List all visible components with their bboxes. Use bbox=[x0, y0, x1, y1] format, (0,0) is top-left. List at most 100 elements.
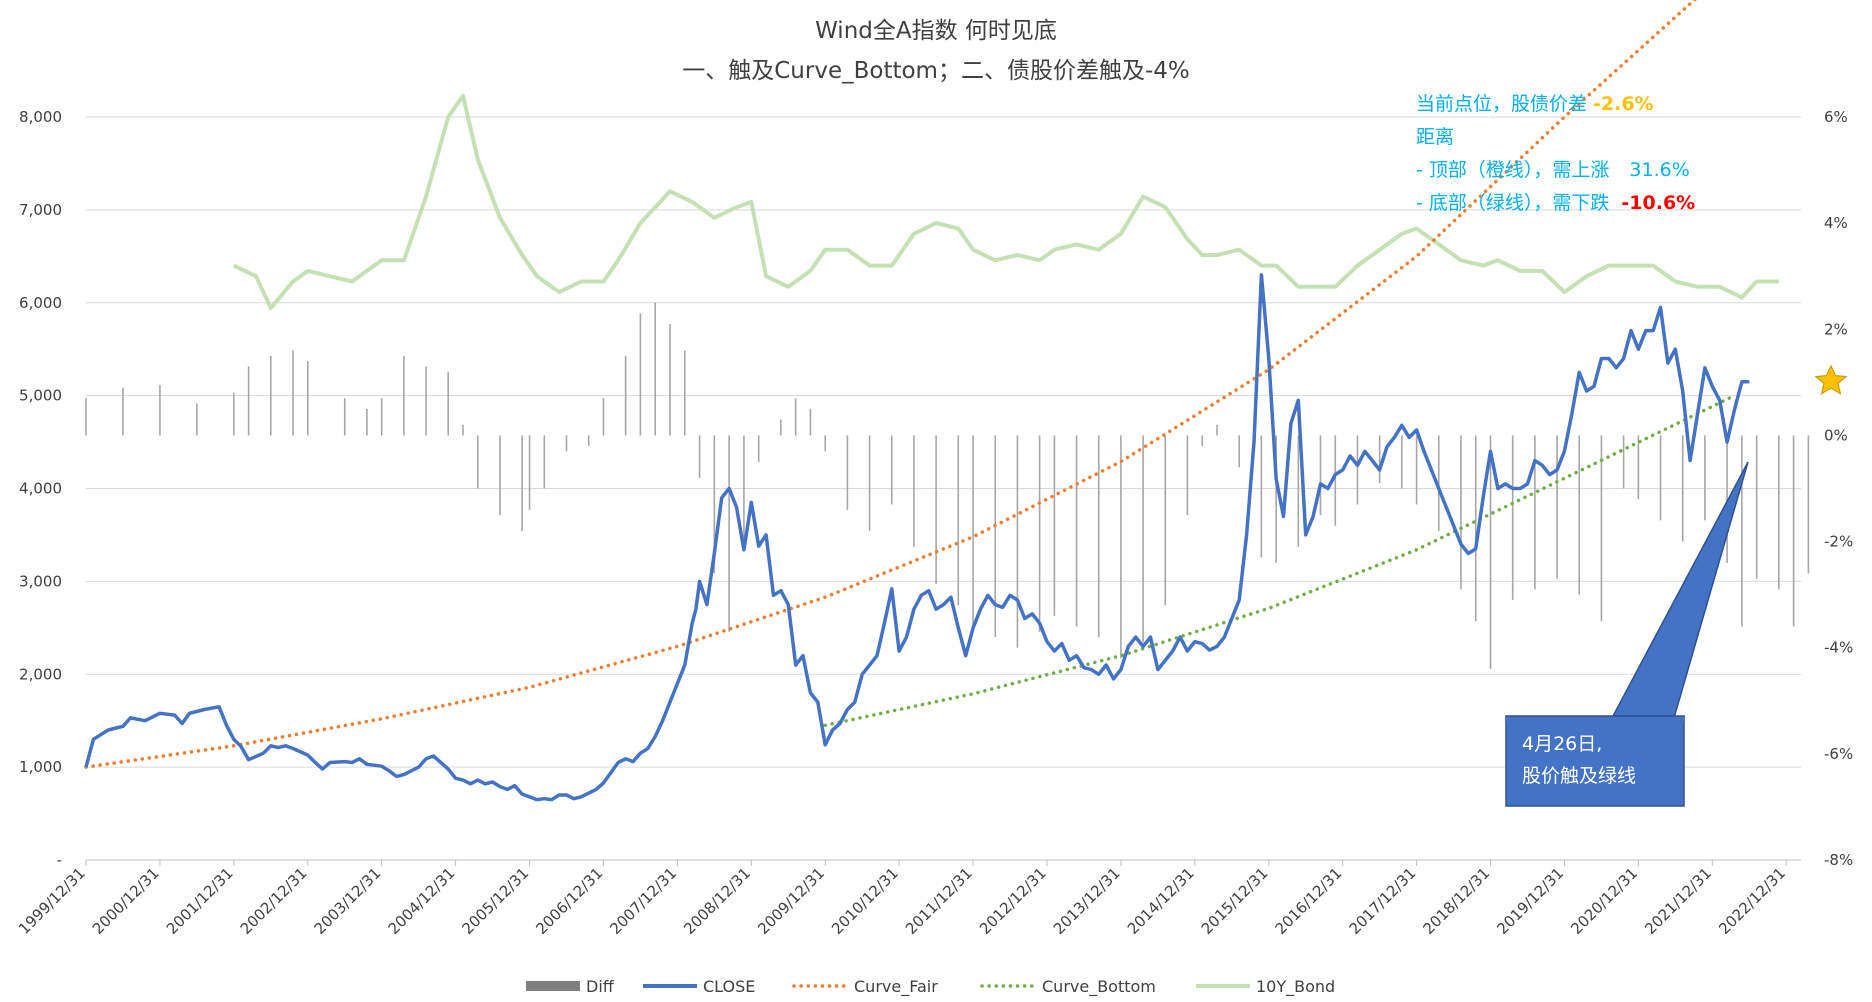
curve-fair-series-line bbox=[84, 0, 1697, 769]
diff-bar bbox=[425, 366, 427, 436]
diff-bar bbox=[1460, 435, 1462, 590]
diff-bar bbox=[698, 435, 701, 478]
diff-bar bbox=[602, 398, 605, 436]
diff-bar bbox=[403, 355, 405, 436]
diff-bar bbox=[1511, 435, 1514, 600]
diff-bar bbox=[1755, 435, 1758, 579]
y-left-tick-label: 7,000 bbox=[19, 201, 62, 219]
info-line3-label: - 顶部（橙线），需上涨 bbox=[1416, 159, 1609, 181]
diff-bar bbox=[794, 398, 797, 436]
x-tick-label: 2009/12/31 bbox=[754, 864, 828, 938]
diff-bar bbox=[728, 435, 730, 632]
x-tick-label: 1999/12/31 bbox=[15, 864, 89, 938]
diff-bar bbox=[994, 435, 997, 638]
x-tick-label: 2014/12/31 bbox=[1124, 864, 1198, 938]
y-left-tick-label: 8,000 bbox=[19, 108, 62, 126]
diff-bar bbox=[196, 403, 198, 436]
diff-bar bbox=[669, 323, 671, 436]
diff-bar bbox=[713, 435, 716, 574]
legend-label: Diff bbox=[586, 977, 615, 996]
diff-bar bbox=[462, 424, 464, 436]
legend-swatch-diff bbox=[526, 981, 580, 991]
x-tick-label: 2005/12/31 bbox=[458, 864, 532, 938]
diff-bar bbox=[499, 435, 501, 516]
diff-bar bbox=[913, 435, 915, 547]
diff-bar bbox=[366, 408, 368, 436]
diff-bar bbox=[159, 385, 161, 436]
x-tick-label: 2011/12/31 bbox=[902, 864, 976, 938]
y-left-tick-label: 4,000 bbox=[19, 480, 62, 498]
x-tick-label: 2018/12/31 bbox=[1419, 864, 1493, 938]
legend-label: Curve_Fair bbox=[854, 977, 938, 997]
legend-label: Curve_Bottom bbox=[1042, 977, 1156, 997]
diff-bar bbox=[587, 435, 590, 447]
diff-bar bbox=[247, 366, 250, 436]
chart-subtitle: 一、触及Curve_Bottom；二、债股价差触及-4% bbox=[682, 58, 1190, 84]
diff-bar bbox=[1038, 435, 1041, 632]
diff-bar bbox=[683, 350, 686, 436]
diff-bar bbox=[743, 435, 745, 542]
x-tick-label: 2000/12/31 bbox=[89, 864, 163, 938]
x-tick-label: 2020/12/31 bbox=[1567, 864, 1641, 938]
diff-bar bbox=[447, 371, 450, 436]
x-tick-label: 2022/12/31 bbox=[1715, 864, 1789, 938]
diff-bar bbox=[521, 435, 523, 531]
y-left-tick-label: 1,000 bbox=[19, 758, 62, 776]
x-tick-label: 2007/12/31 bbox=[606, 864, 680, 938]
info-line3-value: 31.6% bbox=[1629, 159, 1689, 181]
y-right-tick-label: -2% bbox=[1824, 533, 1853, 551]
chart-title: Wind全A指数 何时见底 bbox=[815, 18, 1057, 44]
diff-bar bbox=[270, 355, 272, 436]
legend-label: 10Y_Bond bbox=[1256, 977, 1335, 997]
curve-bottom-series-line bbox=[823, 393, 1737, 728]
diff-bar bbox=[1741, 435, 1743, 627]
diff-bar bbox=[654, 302, 657, 436]
diff-bar bbox=[1622, 435, 1625, 489]
diff-bar bbox=[1681, 435, 1684, 542]
info-line1-label: 当前点位，股债价差 bbox=[1416, 93, 1587, 115]
gridlines bbox=[86, 116, 1801, 861]
x-tick-label: 2003/12/31 bbox=[311, 864, 385, 938]
diff-bar bbox=[1807, 435, 1810, 574]
info-line2: 距离 bbox=[1416, 126, 1454, 148]
x-tick-label: 2002/12/31 bbox=[237, 864, 311, 938]
diff-bar bbox=[972, 435, 974, 627]
y-left-tick-label: - bbox=[57, 851, 62, 869]
diff-bar bbox=[757, 435, 760, 462]
x-tick-label: 2013/12/31 bbox=[1050, 864, 1124, 938]
callout: 4月26日, 股价触及绿线 bbox=[1505, 461, 1749, 807]
svg-text:- 底部（绿线），需下跌-10.6%: - 底部（绿线），需下跌 -10.6% bbox=[1416, 192, 1695, 214]
diff-bar bbox=[1778, 435, 1780, 590]
diff-bar bbox=[528, 435, 531, 510]
diff-bar bbox=[935, 435, 937, 585]
diff-bar bbox=[1378, 435, 1381, 484]
y-right-tick-label: 6% bbox=[1824, 108, 1848, 126]
y-right-tick-label: 0% bbox=[1824, 426, 1848, 444]
y-left-tick-label: 3,000 bbox=[19, 572, 62, 590]
diff-bar bbox=[957, 435, 960, 606]
diff-bar bbox=[1186, 435, 1189, 516]
x-tick-label: 2015/12/31 bbox=[1198, 864, 1272, 938]
y-right-tick-label: -8% bbox=[1824, 851, 1853, 869]
callout-line2: 股价触及绿线 bbox=[1522, 765, 1636, 787]
diff-bar bbox=[1704, 435, 1706, 521]
diff-bar bbox=[1053, 435, 1056, 616]
diff-bar bbox=[1016, 435, 1019, 648]
callout-pointer bbox=[1610, 461, 1749, 719]
diff-bar bbox=[1556, 435, 1558, 579]
callout-line1: 4月26日, bbox=[1522, 733, 1602, 755]
y-right-tick-label: -6% bbox=[1824, 745, 1853, 763]
diff-bar bbox=[380, 398, 383, 436]
diff-bar bbox=[1201, 435, 1204, 447]
diff-bar bbox=[1534, 435, 1536, 590]
diff-bar bbox=[1097, 435, 1100, 638]
x-tick-label: 2006/12/31 bbox=[532, 864, 606, 938]
legend-label: CLOSE bbox=[703, 977, 755, 996]
svg-text:当前点位，股债价差-2.6%: 当前点位，股债价差 -2.6% bbox=[1416, 93, 1654, 115]
diff-bar bbox=[846, 435, 849, 510]
diff-bar bbox=[1437, 435, 1440, 531]
diff-bar bbox=[85, 398, 87, 436]
diff-bar bbox=[1474, 435, 1477, 622]
